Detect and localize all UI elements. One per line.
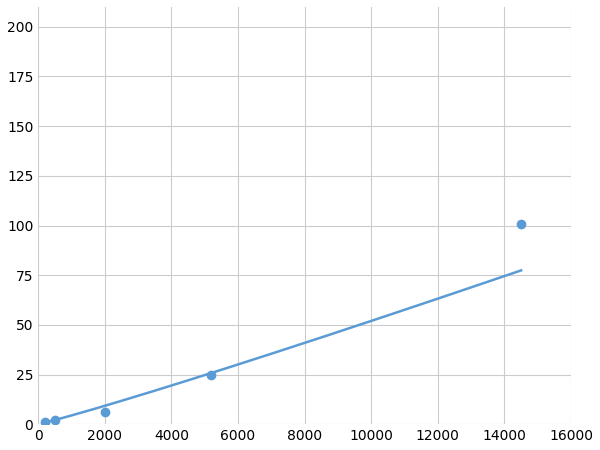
Point xyxy=(516,220,526,227)
Point xyxy=(206,371,216,378)
Point xyxy=(40,418,50,426)
Point xyxy=(100,409,110,416)
Point xyxy=(50,417,59,424)
